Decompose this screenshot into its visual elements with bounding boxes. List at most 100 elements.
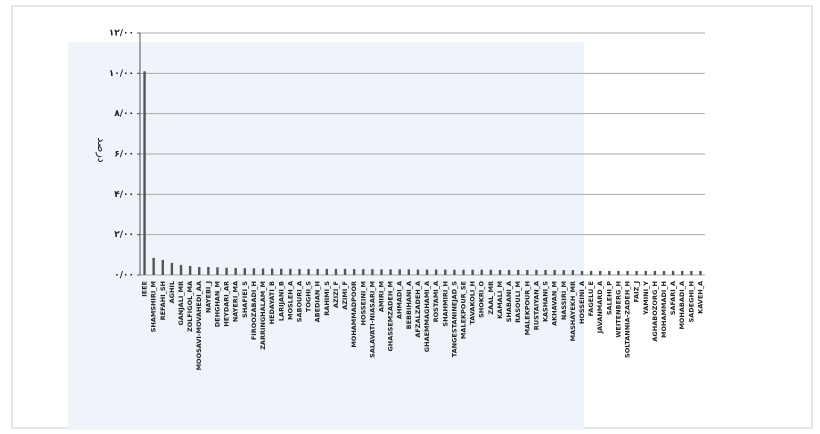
bar <box>608 270 611 275</box>
bar <box>480 269 483 275</box>
x-tick-label: TOGHI_S <box>305 281 313 312</box>
y-tick-label: ۴/۰۰ <box>114 190 134 200</box>
bar <box>380 269 383 275</box>
bar <box>671 270 675 275</box>
x-tick-label: MALEKPOUR_H <box>523 281 531 335</box>
x-tick-label: GHASSEMZADEH_M <box>387 281 395 352</box>
y-tick-label: ۲/۰۰ <box>114 230 134 240</box>
bar <box>553 269 556 275</box>
bar <box>334 268 338 275</box>
x-tick-label: SHABANI_A <box>505 281 513 322</box>
y-tick-label: ۰/۰۰ <box>114 271 134 281</box>
bar <box>152 257 155 275</box>
bar <box>143 71 146 275</box>
bar <box>289 268 292 275</box>
bar <box>453 269 456 275</box>
bar <box>252 268 256 275</box>
bar <box>389 269 392 275</box>
x-tick-label: HEYDARI_AR <box>223 281 231 327</box>
x-tick-label: SHAHMIRI_H <box>441 281 449 327</box>
x-tick-label: MASHAYEKH_MR <box>569 281 577 341</box>
x-tick-label: HOSSEINI_A <box>578 281 586 324</box>
bar <box>681 270 684 275</box>
x-tick-label: ZOLFIGOL_MA <box>186 281 194 332</box>
bar <box>270 268 274 275</box>
bar <box>280 268 283 275</box>
watermark-area <box>68 42 584 430</box>
x-tick-label: MOHAMMADPOOR <box>350 281 358 348</box>
x-tick-label: MOOSAVI-MOVAHEDI_AA <box>195 281 203 370</box>
x-tick-label: FIROOZABADI_H <box>250 281 258 340</box>
bar <box>471 269 474 275</box>
x-tick-label: SALAVATI-NIASARI_M <box>368 281 376 358</box>
bar <box>462 269 465 275</box>
x-tick-label: AMIRI_M <box>377 281 385 312</box>
x-tick-label: IEEE <box>141 281 149 297</box>
y-tick-label: ۱۲/۰۰ <box>109 29 134 39</box>
y-tick-label: ۱۰/۰۰ <box>109 69 134 79</box>
bar <box>507 269 511 275</box>
x-tick-label: FAIZ_J <box>633 281 641 303</box>
x-tick-label: SADEGHI_H <box>687 281 695 322</box>
x-tick-label: SHAFIEI_S <box>241 281 249 318</box>
bar <box>562 270 565 275</box>
x-tick-label: NAYEBI_J <box>204 281 212 313</box>
bar <box>526 269 529 275</box>
x-tick-label: SHAMSHIRI_M <box>150 281 158 332</box>
x-tick-label: AKHAVAN_M <box>551 281 559 326</box>
y-tick-label: ۶/۰۰ <box>114 150 134 160</box>
x-tick-label: KASHANI_S <box>542 281 550 322</box>
x-tick-label: RASOULI_M <box>514 281 522 323</box>
x-tick-label: AZIZI_F <box>332 281 340 308</box>
bar <box>371 269 374 275</box>
bar <box>188 265 192 275</box>
bar <box>325 268 329 275</box>
bar <box>352 269 356 275</box>
bar <box>425 269 429 275</box>
bar <box>225 267 228 275</box>
x-tick-label: KAVEH_A <box>696 281 704 314</box>
x-tick-label: FAGELU_E <box>587 281 595 316</box>
bar <box>626 270 629 275</box>
bar <box>407 269 411 275</box>
x-tick-label: MALEKPOUR_SE <box>460 281 468 339</box>
bar <box>198 266 201 275</box>
bar <box>416 269 420 275</box>
y-axis-label: درصد <box>95 137 108 162</box>
x-tick-label: SAFARI_A <box>669 281 677 315</box>
x-tick-label: MOHABADI_A <box>678 281 686 330</box>
bar <box>216 267 219 275</box>
x-tick-label: SHOKRI_O <box>478 281 486 318</box>
bar <box>362 269 365 275</box>
bar <box>617 270 620 275</box>
bar <box>170 262 174 275</box>
bar <box>589 270 593 275</box>
bar <box>316 268 319 275</box>
x-tick-label: ABEDIAN_H <box>314 281 322 322</box>
bar <box>298 268 301 275</box>
bar <box>307 268 310 275</box>
x-tick-label: REFAHI_SH <box>159 281 167 320</box>
x-tick-label: YAMINI_Y <box>642 281 650 316</box>
bar <box>161 259 164 275</box>
x-tick-label: BEBBIHANI_A <box>405 281 413 329</box>
x-tick-label: MOHAMMADI_H <box>660 281 668 338</box>
x-tick-label: HOSSEINI_M <box>359 281 367 325</box>
x-tick-label: SOLTANNIA-ZADEH_H <box>624 281 632 358</box>
bar <box>635 270 638 275</box>
x-tick-label: JAVANMARD_A <box>596 281 604 334</box>
x-tick-label: RUSTAIYAN_A <box>532 281 540 330</box>
x-tick-label: MOSLEH_A <box>286 281 294 320</box>
x-tick-label: ZAAL_MR <box>487 281 495 315</box>
x-tick-label: LARIJANI_B <box>277 281 285 321</box>
bar <box>444 269 447 275</box>
bar <box>434 269 438 275</box>
bar <box>690 270 693 275</box>
x-tick-label: TANGESTANINEJAD_S <box>450 281 458 358</box>
x-tick-label: TAVAKOLI_H <box>469 281 477 325</box>
x-tick-label: RAHIMI_S <box>323 281 331 316</box>
x-tick-label: AZIMI_F <box>341 281 349 310</box>
x-tick-label: KAMALI_M <box>496 281 504 319</box>
x-tick-label: ZARRINGHALAM_M <box>259 281 267 350</box>
